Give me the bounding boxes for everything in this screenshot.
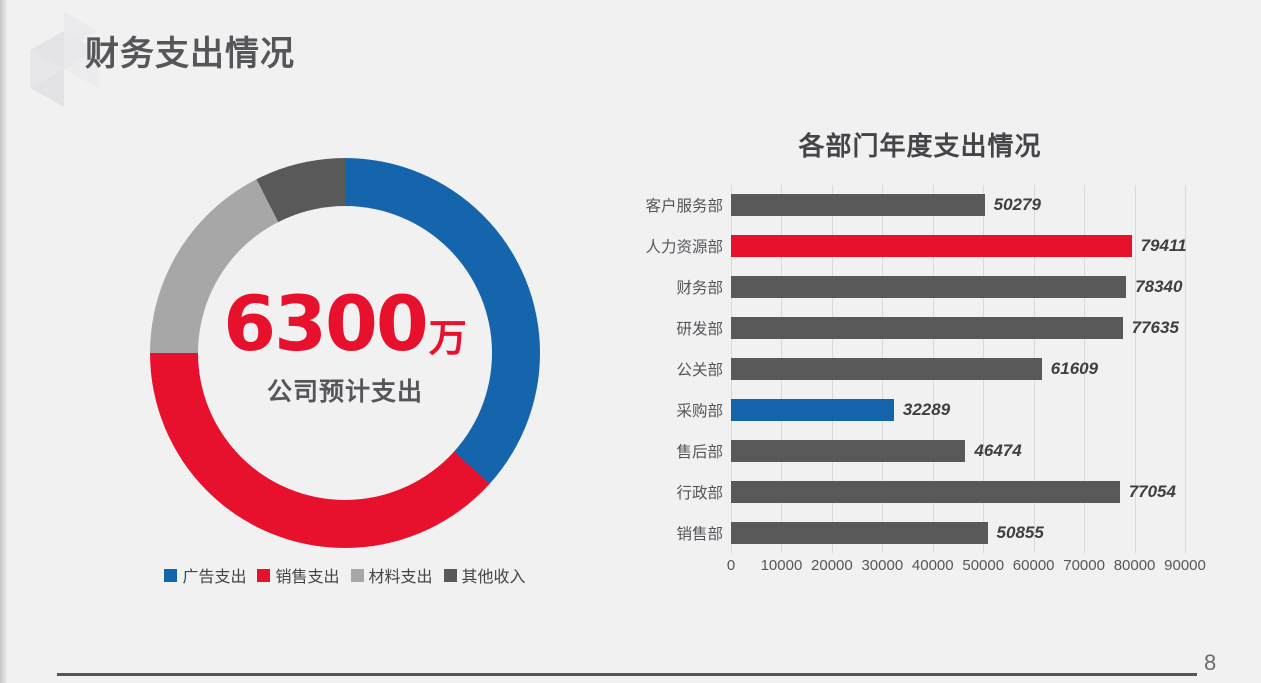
gridline	[1134, 185, 1136, 553]
bar-category-label: 公关部	[676, 362, 723, 379]
bar	[731, 521, 988, 544]
bar-row: 研发部 77635	[636, 308, 1256, 349]
bar-value-label: 77635	[1131, 318, 1179, 338]
footer-divider	[57, 673, 1197, 676]
legend-label: 销售支出	[275, 569, 340, 586]
donut-chart	[150, 158, 540, 548]
bar-track: 77635	[731, 317, 1185, 340]
x-tick-label: 30000	[861, 557, 904, 574]
bar-track: 50855	[731, 521, 1185, 544]
page-number: 8	[1204, 650, 1217, 675]
slide-title: 财务支出情况	[85, 35, 295, 73]
bar-track: 79411	[731, 235, 1187, 258]
legend-label: 广告支出	[182, 569, 247, 586]
bar	[731, 276, 1127, 299]
bar-row: 销售部 50855	[636, 512, 1256, 553]
bar-category-label: 人力资源部	[645, 239, 723, 257]
bar-category-label: 采购部	[676, 402, 723, 420]
bar-category-label: 销售部	[676, 525, 723, 543]
bar-track: 61609	[731, 358, 1185, 380]
bar-track: 32289	[731, 398, 1185, 421]
corner-triangles-decoration	[30, 12, 98, 107]
bar-value-label: 79411	[1140, 236, 1187, 256]
x-tick-label: 60000	[1012, 557, 1055, 574]
bar-row: 采购部 32289	[636, 389, 1256, 430]
bar-value-label: 50855	[996, 522, 1044, 542]
bar	[731, 480, 1120, 503]
x-tick-label: 70000	[1063, 557, 1105, 574]
bar-category-label: 客户服务部	[645, 198, 723, 216]
legend-item: 其他收入	[443, 563, 526, 587]
legend-swatch	[443, 568, 457, 582]
gridline	[1084, 185, 1086, 553]
bar-chart-rows: 客户服务部 50279 人力资源部 79411 财务部 78340 研发部 77635 公关部 6…	[636, 185, 1256, 553]
bar-value-label: 50279	[993, 195, 1041, 215]
bar-category-label: 研发部	[676, 321, 723, 339]
bar-row: 售后部 46474	[636, 430, 1256, 471]
bar	[731, 194, 985, 217]
bar-row: 行政部 77054	[636, 471, 1256, 512]
bar-category-label: 财务部	[676, 280, 723, 298]
legend-item: 广告支出	[164, 563, 246, 587]
bar	[731, 358, 1042, 380]
bar-category-label: 行政部	[676, 484, 723, 502]
bar-value-label: 78340	[1135, 277, 1183, 297]
bar	[731, 439, 966, 462]
bar-value-label: 77054	[1128, 481, 1176, 501]
x-tick-label: 0	[726, 557, 736, 574]
bar-chart-x-axis: 0 10000 20000 30000 40000 50000 60000 70000 8000…	[727, 557, 1206, 577]
legend-swatch	[350, 568, 364, 582]
bar-track: 50279	[731, 194, 1185, 217]
x-tick-label: 90000	[1164, 557, 1206, 574]
legend-item: 销售支出	[257, 563, 340, 587]
bar-track: 77054	[731, 480, 1185, 503]
x-tick-label: 50000	[962, 557, 1005, 574]
x-tick-label: 40000	[911, 557, 954, 574]
bar	[731, 235, 1132, 258]
bar	[731, 317, 1123, 340]
bar-row: 客户服务部 50279	[636, 185, 1256, 226]
bar-value-label: 61609	[1050, 359, 1099, 378]
legend-swatch	[164, 568, 178, 582]
bar-row: 公关部 61609	[636, 349, 1256, 390]
legend-item: 材料支出	[350, 563, 433, 587]
bar-value-label: 32289	[902, 399, 951, 419]
donut-legend: 广告支出 销售支出 材料支出 其他收入	[130, 563, 560, 587]
donut-hole	[198, 206, 492, 500]
bar-track: 78340	[731, 276, 1185, 299]
x-tick-label: 80000	[1113, 557, 1156, 574]
legend-swatch	[257, 568, 271, 582]
bar-chart-title: 各部门年度支出情况	[798, 131, 1042, 161]
bar-value-label: 46474	[974, 440, 1022, 460]
bar-row: 财务部 78340	[636, 267, 1256, 308]
bar-row: 人力资源部 79411	[636, 226, 1256, 267]
x-tick-label: 20000	[811, 557, 853, 574]
gridline	[1185, 185, 1186, 553]
bar	[731, 398, 894, 421]
legend-label: 材料支出	[368, 569, 433, 586]
slide-left-edge	[0, 0, 7, 683]
x-tick-label: 10000	[760, 557, 803, 574]
legend-label: 其他收入	[461, 569, 526, 586]
bar-track: 46474	[731, 439, 1185, 462]
bar-category-label: 售后部	[676, 443, 723, 461]
